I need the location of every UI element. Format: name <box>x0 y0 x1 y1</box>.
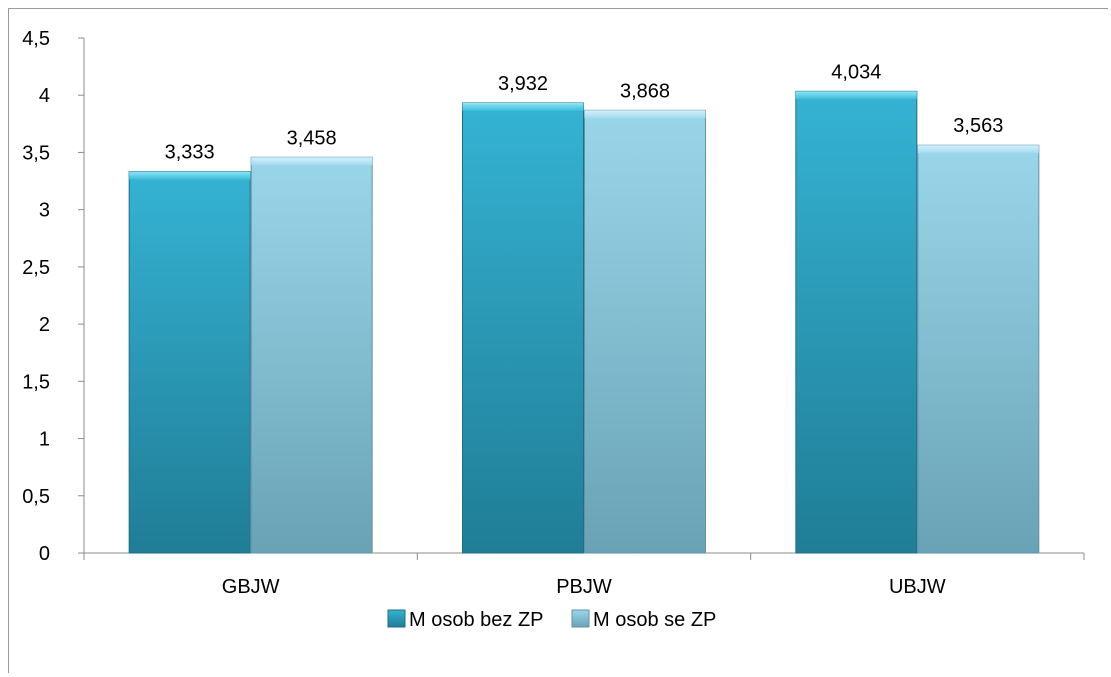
legend-swatch <box>387 609 406 628</box>
chart-frame <box>8 8 1108 673</box>
y-tick-label: 4 <box>39 85 50 107</box>
legend-swatch <box>571 609 590 628</box>
bar <box>584 109 706 554</box>
legend-label: M osob se ZP <box>593 609 716 631</box>
bar-highlight <box>584 110 706 119</box>
y-tick-label: 1,5 <box>22 371 50 393</box>
data-label: 3,458 <box>287 127 337 149</box>
bar-highlight <box>251 157 373 166</box>
bar <box>917 144 1040 554</box>
y-tick-label: 3 <box>39 200 50 222</box>
legend-label: M osob bez ZP <box>409 609 544 631</box>
y-tick-label: 1 <box>39 429 50 451</box>
bar <box>462 102 584 554</box>
bar <box>128 171 251 554</box>
data-label: 3,333 <box>165 142 215 164</box>
category-label: GBJW <box>222 576 280 598</box>
y-tick-label: 2,5 <box>22 257 50 279</box>
category-label: UBJW <box>889 576 946 598</box>
data-label: 3,932 <box>498 73 548 95</box>
bars <box>128 90 1040 554</box>
y-tick-label: 3,5 <box>22 142 50 164</box>
legend: M osob bez ZP M osob se ZP <box>387 609 716 631</box>
bar-highlight <box>129 171 251 180</box>
data-label: 4,034 <box>831 61 881 83</box>
y-tick-label: 2 <box>39 314 50 336</box>
bar <box>795 90 918 554</box>
data-label: 3,868 <box>620 80 670 102</box>
category-label: PBJW <box>556 576 612 598</box>
bar-highlight <box>462 103 584 112</box>
y-tick-label: 4,5 <box>22 28 50 50</box>
labels: 3,333 3,458 GBJW 3,932 3,868 PBJW 4,034 3,563 UB… <box>165 61 1004 598</box>
bar-highlight <box>917 145 1039 154</box>
bar <box>250 156 373 554</box>
y-tick-label: 0 <box>39 543 50 565</box>
data-label: 3,563 <box>953 115 1003 137</box>
y-tick-label: 0,5 <box>22 486 50 508</box>
bar-highlight <box>795 91 917 100</box>
